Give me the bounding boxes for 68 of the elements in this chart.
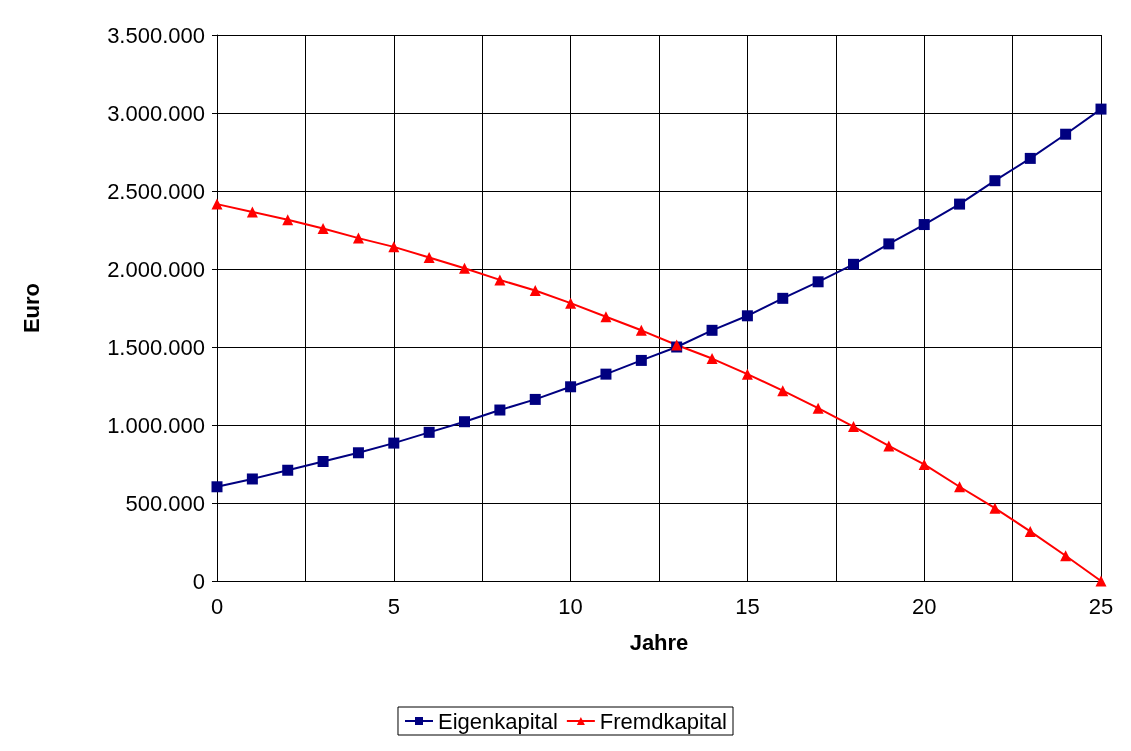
x-tick-label: 10 <box>558 593 583 619</box>
point <box>211 481 223 493</box>
point <box>317 222 329 234</box>
point <box>847 258 859 270</box>
point <box>812 402 824 414</box>
point <box>741 368 753 380</box>
point <box>565 297 577 309</box>
point <box>282 214 294 226</box>
point <box>600 311 612 323</box>
point <box>847 421 859 433</box>
legend-label: Fremdkapital <box>599 708 728 734</box>
point <box>1024 152 1036 164</box>
y-axis-title: Euro <box>18 282 44 334</box>
point <box>529 393 541 405</box>
point <box>954 198 966 210</box>
point <box>459 416 471 428</box>
point <box>246 206 258 218</box>
point <box>494 274 506 286</box>
y-tick-label: 2.000.000 <box>107 256 205 282</box>
y-tick-label: 3.000.000 <box>107 100 205 126</box>
point <box>352 447 364 459</box>
point <box>211 198 223 210</box>
y-tick-label: 1.000.000 <box>107 412 205 438</box>
point <box>282 464 294 476</box>
point <box>989 502 1001 514</box>
point <box>1060 128 1072 140</box>
point <box>388 241 400 253</box>
x-axis-title: Jahre <box>629 629 689 655</box>
point <box>635 354 647 366</box>
point <box>317 456 329 467</box>
point <box>777 292 789 304</box>
point <box>1095 575 1107 587</box>
point <box>600 368 612 380</box>
legend-label: Eigenkapital <box>437 708 558 734</box>
point <box>918 219 930 231</box>
point <box>989 175 1001 187</box>
point <box>777 385 789 397</box>
x-tick-label: 5 <box>387 593 400 619</box>
point <box>565 381 577 393</box>
y-tick-label: 2.500.000 <box>107 178 205 204</box>
x-tick-label: 0 <box>210 593 224 619</box>
x-tick-label: 20 <box>911 593 937 619</box>
point <box>1060 550 1072 562</box>
point <box>706 353 718 365</box>
point <box>459 262 471 274</box>
point <box>883 238 895 250</box>
point <box>388 437 400 449</box>
y-tick-label: 1.500.000 <box>107 334 205 360</box>
point <box>954 481 966 493</box>
y-tick-label: 3.500.000 <box>107 22 205 48</box>
point <box>246 473 258 485</box>
point <box>1095 103 1107 115</box>
point <box>1024 525 1036 537</box>
y-tick-label: 0 <box>192 568 205 594</box>
point <box>423 426 435 438</box>
x-tick-label: 25 <box>1088 593 1114 619</box>
point <box>423 251 435 263</box>
x-tick-label: 15 <box>735 593 760 619</box>
point <box>494 404 506 416</box>
y-tick-label: 500.000 <box>125 490 205 516</box>
point <box>918 458 930 470</box>
point <box>812 276 824 288</box>
point <box>741 310 753 322</box>
point <box>635 324 647 336</box>
point <box>883 440 895 452</box>
point <box>706 324 718 336</box>
point <box>352 232 364 244</box>
point <box>529 285 541 297</box>
